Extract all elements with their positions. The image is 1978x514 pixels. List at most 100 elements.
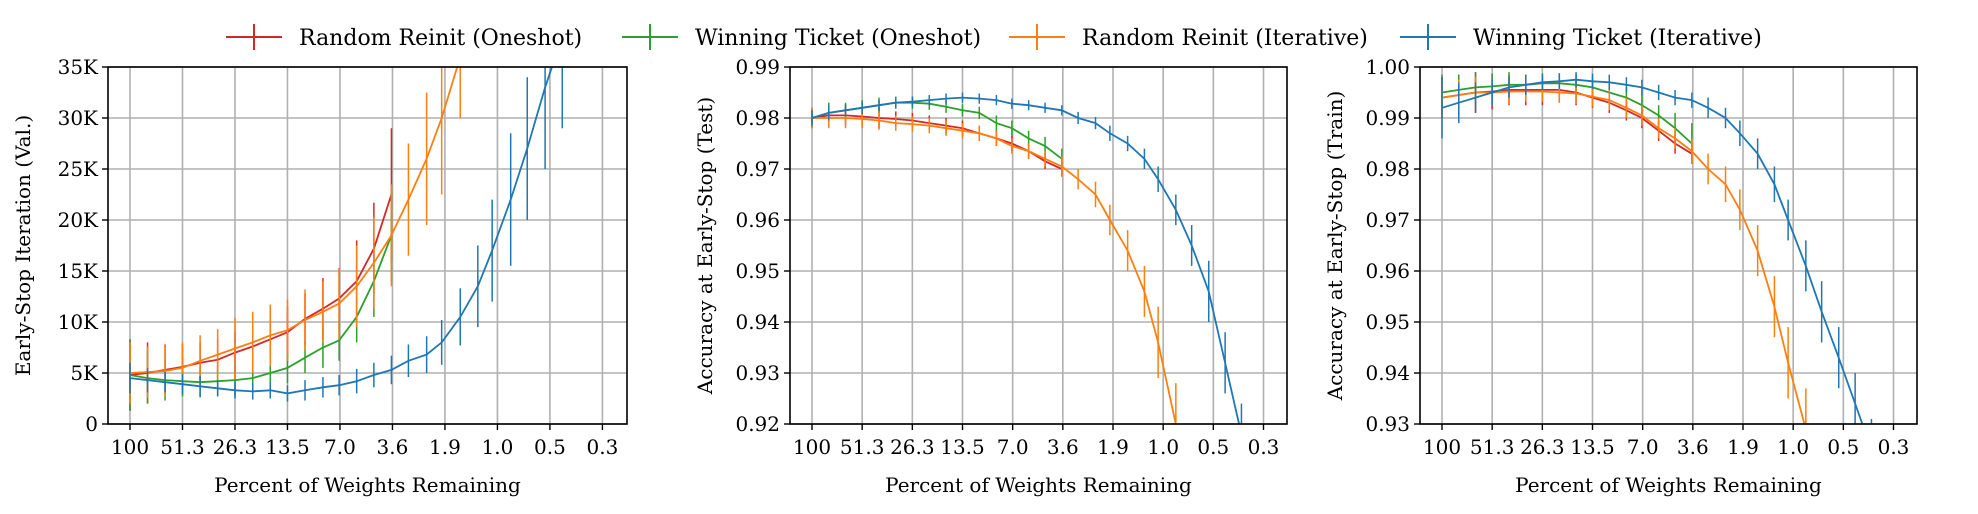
legend-label: Random Reinit (Oneshot) <box>299 26 582 51</box>
y-tick-label: 0.94 <box>735 310 780 334</box>
y-tick-label: 0.99 <box>1365 106 1410 130</box>
series-line <box>129 67 459 374</box>
legend-item: Winning Ticket (Oneshot) <box>622 24 981 51</box>
series <box>1441 77 1807 424</box>
series <box>811 92 1243 424</box>
y-tick-label: 35K <box>58 55 99 79</box>
x-tick-label: 100 <box>793 435 831 459</box>
series <box>811 105 1063 177</box>
y-tick-label: 0.96 <box>1365 259 1410 283</box>
series <box>129 128 393 411</box>
x-axis-label: Percent of Weights Remaining <box>885 473 1192 497</box>
x-tick-label: 7.0 <box>324 435 356 459</box>
y-axis: 0 5K 10K 15K 20K 25K 30K 35K <box>58 55 108 436</box>
x-tick-label: 3.6 <box>1047 435 1079 459</box>
x-tick-label: 13.5 <box>940 435 985 459</box>
x-tick-label: 26.3 <box>1520 435 1565 459</box>
x-tick-label: 3.6 <box>1677 435 1709 459</box>
series <box>129 67 564 402</box>
x-tick-label: 0.3 <box>1248 435 1280 459</box>
x-tick-label: 1.0 <box>1147 435 1179 459</box>
series-line <box>1441 82 1693 145</box>
legend-item: Random Reinit (Oneshot) <box>226 24 582 51</box>
legend-label: Winning Ticket (Iterative) <box>1473 26 1762 51</box>
gridlines <box>108 66 627 425</box>
y-tick-label: 0.96 <box>735 208 780 232</box>
x-axis-label: Percent of Weights Remaining <box>214 473 521 497</box>
x-tick-label: 1.9 <box>1097 435 1129 459</box>
x-tick-label: 1.9 <box>429 435 461 459</box>
series-layer <box>811 92 1243 424</box>
x-tick-label: 0.3 <box>587 435 619 459</box>
series-line <box>1441 78 1864 424</box>
y-tick-label: 0.97 <box>735 157 780 181</box>
series-line <box>129 67 553 395</box>
legend-label: Winning Ticket (Oneshot) <box>695 26 981 51</box>
y-tick-label: 0.99 <box>735 55 780 79</box>
x-tick-label: 3.6 <box>377 435 409 459</box>
x-tick-label: 1.0 <box>1777 435 1809 459</box>
x-tick-label: 1.9 <box>1727 435 1759 459</box>
x-tick-label: 51.3 <box>160 435 205 459</box>
series-layer <box>1441 72 1873 424</box>
series <box>811 96 1063 169</box>
x-tick-label: 51.3 <box>840 435 885 459</box>
legend-label: Random Reinit (Iterative) <box>1082 26 1368 51</box>
series-line <box>811 96 1240 424</box>
y-tick-label: 0.93 <box>735 361 780 385</box>
series-line <box>811 114 1063 170</box>
series <box>811 107 1177 424</box>
plot-frame <box>107 66 628 425</box>
plot-frame <box>1419 66 1918 425</box>
y-axis-label: Accuracy at Early-Stop (Test) <box>693 97 717 395</box>
y-tick-label: 0.93 <box>1365 412 1410 436</box>
y-tick-label: 25K <box>58 157 99 181</box>
x-tick-label: 7.0 <box>997 435 1029 459</box>
x-tick-label: 0.3 <box>1878 435 1910 459</box>
y-axis-label: Accuracy at Early-Stop (Train) <box>1323 91 1347 402</box>
y-tick-label: 10K <box>58 310 99 334</box>
plot-frame <box>789 66 1288 425</box>
y-tick-label: 0 <box>85 412 98 436</box>
y-tick-label: 0.95 <box>1365 310 1410 334</box>
chart-panel: 0.92 0.93 0.94 0.95 0.96 0.97 0.98 0.99 100 51.3 2… <box>693 55 1288 497</box>
x-tick-label: 100 <box>1423 435 1461 459</box>
y-axis-label: Early-Stop Iteration (Val.) <box>11 115 35 376</box>
series <box>129 189 393 411</box>
y-tick-label: 0.98 <box>735 106 780 130</box>
x-tick-label: 13.5 <box>265 435 310 459</box>
y-tick-label: 30K <box>58 106 99 130</box>
series-line <box>129 234 393 384</box>
y-tick-label: 15K <box>58 259 99 283</box>
chart-panel: 0 5K 10K 15K 20K 25K 30K 35K 100 51.3 26.3 13.5 7.0 3… <box>11 55 628 497</box>
y-tick-label: 0.92 <box>735 412 780 436</box>
x-tick-label: 26.3 <box>890 435 935 459</box>
x-tick-label: 0.5 <box>1827 435 1859 459</box>
series <box>129 67 462 404</box>
gridlines <box>790 66 1287 425</box>
series-line <box>1441 90 1806 424</box>
y-tick-label: 0.97 <box>1365 208 1410 232</box>
x-tick-label: 0.5 <box>534 435 566 459</box>
series-line <box>129 194 393 376</box>
x-axis: 100 51.3 26.3 13.5 7.0 3.6 1.9 1.0 0.5 0.3 <box>1423 424 1910 459</box>
y-tick-label: 20K <box>58 208 99 232</box>
series <box>1441 72 1873 424</box>
y-tick-label: 0.94 <box>1365 361 1410 385</box>
legend: Random Reinit (Oneshot) Winning Ticket (O… <box>226 24 1762 51</box>
x-tick-label: 1.0 <box>482 435 514 459</box>
y-tick-label: 0.95 <box>735 259 780 283</box>
x-tick-label: 51.3 <box>1470 435 1515 459</box>
x-axis-label: Percent of Weights Remaining <box>1515 473 1822 497</box>
y-tick-label: 1.00 <box>1365 55 1410 79</box>
y-tick-label: 0.98 <box>1365 157 1410 181</box>
x-axis: 100 51.3 26.3 13.5 7.0 3.6 1.9 1.0 0.5 0.3 <box>793 424 1280 459</box>
chart-panel: 0.93 0.94 0.95 0.96 0.97 0.98 0.99 1.00 100 51.3 2… <box>1323 55 1918 497</box>
y-axis: 0.93 0.94 0.95 0.96 0.97 0.98 0.99 1.00 <box>1365 55 1420 436</box>
legend-item: Random Reinit (Iterative) <box>1009 24 1368 51</box>
series-line <box>1441 89 1693 155</box>
y-axis: 0.92 0.93 0.94 0.95 0.96 0.97 0.98 0.99 <box>735 55 790 436</box>
x-tick-label: 7.0 <box>1627 435 1659 459</box>
